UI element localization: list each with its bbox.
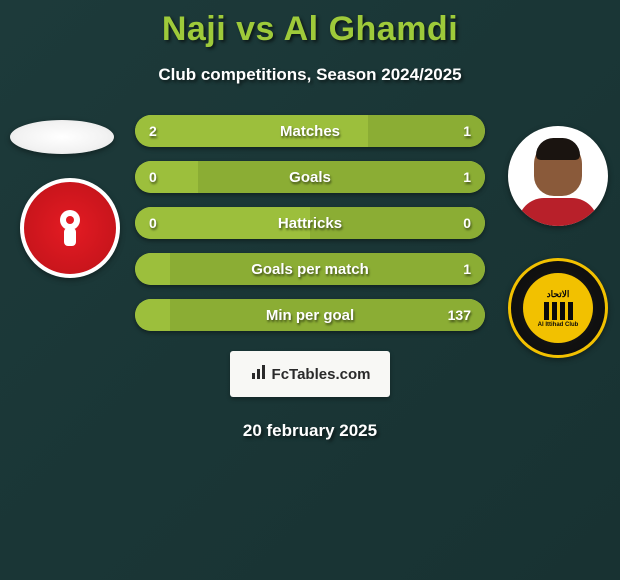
badge-right-english: Al Ittihad Club: [538, 322, 579, 328]
bar-label: Min per goal: [135, 299, 485, 331]
comparison-card: Naji vs Al Ghamdi Club competitions, Sea…: [0, 0, 620, 580]
bar-value-right: 0: [463, 207, 471, 239]
source-logo[interactable]: FcTables.com: [230, 351, 390, 397]
bar-value-right: 1: [463, 161, 471, 193]
team-right-badge: الاتحاد Al Ittihad Club: [508, 258, 608, 358]
bar-value-left: 0: [149, 207, 157, 239]
bar-value-left: 0: [149, 161, 157, 193]
bar-value-right: 137: [448, 299, 471, 331]
bar-value-right: 1: [463, 253, 471, 285]
page-subtitle: Club competitions, Season 2024/2025: [0, 65, 620, 85]
stat-bar: Goals per match1: [135, 253, 485, 285]
player-right-avatar: [508, 126, 608, 226]
page-title: Naji vs Al Ghamdi: [0, 10, 620, 49]
stat-bar: Min per goal137: [135, 299, 485, 331]
badge-left-icon: [40, 198, 100, 258]
player-left-avatar: [10, 120, 114, 154]
bar-label: Goals per match: [135, 253, 485, 285]
badge-right-arabic: الاتحاد: [547, 289, 570, 300]
bar-label: Hattricks: [135, 207, 485, 239]
stat-bar: Hattricks0 0: [135, 207, 485, 239]
bar-value-left: 2: [149, 115, 157, 147]
stat-bar: Goals0 1: [135, 161, 485, 193]
logo-text: FcTables.com: [272, 366, 371, 383]
bar-value-right: 1: [463, 115, 471, 147]
chart-icon: [250, 363, 268, 386]
bar-label: Matches: [135, 115, 485, 147]
bar-label: Goals: [135, 161, 485, 193]
stat-bars: Matches21Goals01Hattricks00Goals per mat…: [135, 115, 485, 331]
stat-bar: Matches2 1: [135, 115, 485, 147]
comparison-date: 20 february 2025: [0, 421, 620, 441]
team-left-badge: [20, 178, 120, 278]
badge-stripes-icon: [544, 302, 573, 320]
player-head-icon: [534, 140, 582, 196]
